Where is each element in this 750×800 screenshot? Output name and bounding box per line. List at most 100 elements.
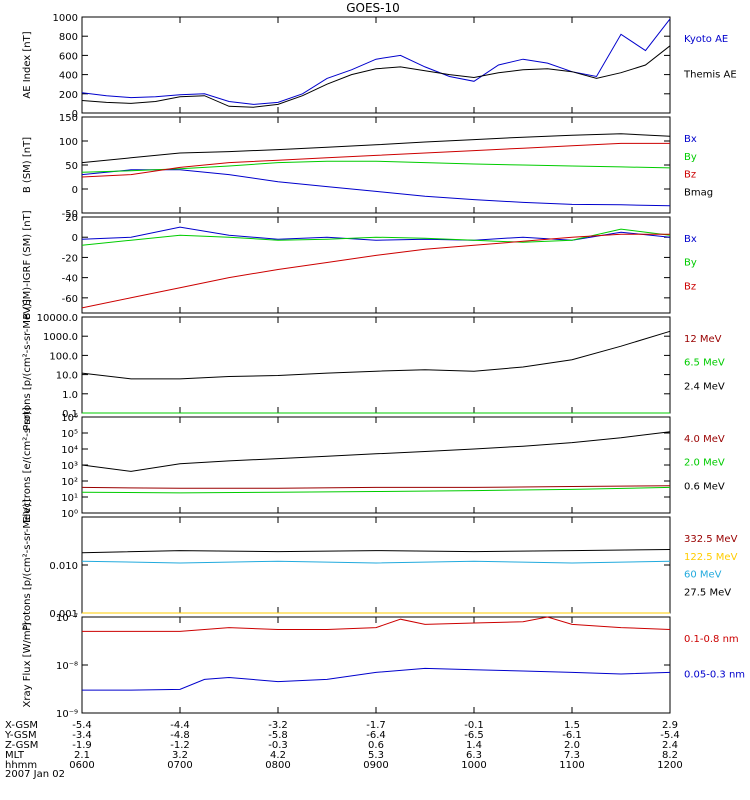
y-axis-label: Electrons [e/(cm²-s-sr)]	[22, 407, 33, 523]
y-tick-label: 1000	[53, 13, 78, 24]
y-tick-label: 0	[72, 233, 78, 244]
figure-title: GOES-10	[346, 1, 400, 15]
y-tick-label: 600	[59, 51, 78, 62]
coord-value: 5.3	[368, 750, 384, 761]
y-tick-label: 100	[59, 137, 78, 148]
series-line	[81, 431, 671, 472]
coord-row-label: hhmm	[5, 760, 37, 771]
coord-value: -1.9	[72, 740, 92, 751]
coord-row-label: X-GSM	[5, 720, 38, 731]
coord-value: -3.2	[268, 720, 288, 731]
y-axis-label: B (SM) [nT]	[22, 137, 33, 193]
panel-frame	[81, 316, 671, 414]
series-line	[81, 45, 671, 108]
series-line	[81, 485, 671, 489]
legend-entry: Bz	[684, 170, 696, 181]
panel-1: 0 200 400 600 800 1000 AE Index [nT] Kyoto AE Th…	[22, 13, 737, 120]
y-tick-label: 0.001	[49, 609, 78, 620]
coord-value: -5.8	[268, 730, 288, 741]
series-line	[81, 133, 671, 164]
series-line	[81, 169, 671, 207]
legend-entry: 2.4 MeV	[684, 381, 725, 392]
series-line	[81, 160, 671, 173]
panel-2: -50 0 50 100 150 B (SM) [nT] Bx By Bz Bmag	[22, 113, 713, 220]
coord-value: -4.4	[170, 720, 190, 731]
series-line	[81, 486, 671, 494]
y-axis-label: Xray Flux [W/m²]	[22, 622, 33, 707]
series-line	[81, 18, 671, 105]
panel-frame	[81, 516, 671, 614]
series-line	[82, 667, 671, 691]
series-line	[81, 330, 671, 380]
y-tick-label: 10²	[61, 477, 78, 488]
y-tick-label: 10⁴	[61, 445, 78, 456]
y-tick-label: 0	[72, 109, 78, 120]
coord-row-label: MLT	[5, 750, 25, 761]
y-axis-label: B (SM)-IGRF (SM) [nT]	[22, 210, 33, 319]
legend-entry: By	[684, 258, 697, 269]
legend-entry: Bx	[684, 134, 697, 145]
coord-value: 6.3	[466, 750, 482, 761]
coord-value: 1100	[559, 760, 584, 771]
coord-value: 8.2	[662, 750, 678, 761]
y-tick-label: 10⁵	[61, 429, 78, 440]
legend-entry: Bx	[684, 234, 697, 245]
coord-value: 2.0	[564, 740, 580, 751]
panel-6: 0.001 0.010 Protons [p/(cm²-s-sr-MeV)] 332.…	[22, 499, 738, 631]
coord-row: hhmm 0600 0700 0800 0900 1000 1100 1200	[5, 760, 683, 771]
y-axis-label: Protons [p/(cm²-s-sr-MeV)]	[22, 299, 33, 431]
legend-entry: 12 MeV	[684, 334, 722, 345]
y-tick-label: 50	[65, 161, 78, 172]
y-tick-label: -60	[62, 294, 78, 305]
date-label: 2007 Jan 02	[5, 769, 65, 780]
coord-value: 0600	[69, 760, 94, 771]
series-line	[81, 233, 670, 309]
y-axis-label: AE Index [nT]	[22, 31, 33, 98]
coord-row: MLT 2.1 3.2 4.2 5.3 6.3 7.3 8.2	[5, 750, 678, 761]
coord-value: 1.5	[564, 720, 580, 731]
y-tick-label: 100.0	[49, 351, 78, 362]
y-tick-label: 10⁻⁸	[56, 661, 78, 672]
coord-row-label: Y-GSM	[4, 730, 37, 741]
series-line	[81, 549, 671, 554]
panel-3: -60 -40 -20 0 20 B (SM)-IGRF (SM) [nT] Bx By Bz	[22, 210, 697, 319]
legend-entry: 27.5 MeV	[684, 587, 731, 598]
y-axis-label: Protons [p/(cm²-s-sr-MeV)]	[22, 499, 33, 631]
coord-value: 0800	[265, 760, 290, 771]
y-tick-label: 10000.0	[37, 313, 78, 324]
legend-entry: 6.5 MeV	[684, 358, 725, 369]
y-tick-label: 10³	[61, 461, 78, 472]
coord-value: 1.4	[466, 740, 482, 751]
series-line	[81, 228, 671, 246]
y-tick-label: 1000.0	[43, 332, 78, 343]
y-tick-label: 20	[65, 213, 78, 224]
panel-7: 10⁻⁹ 10⁻⁸ 10⁻⁷ Xray Flux [W/m²] 0.1-0.8 nm 0.…	[22, 613, 745, 720]
coord-value: -5.4	[660, 730, 680, 741]
y-tick-label: 0.010	[49, 561, 78, 572]
y-tick-label: 1.0	[62, 390, 78, 401]
coord-value: 2.1	[74, 750, 90, 761]
coord-value: -6.4	[366, 730, 386, 741]
coord-value: 2.4	[662, 740, 678, 751]
legend-entry: 2.0 MeV	[684, 458, 725, 469]
y-tick-label: 10.0	[56, 371, 78, 382]
coord-value: 4.2	[270, 750, 286, 761]
legend-entry: Kyoto AE	[684, 34, 728, 45]
y-tick-label: 10⁻⁷	[56, 613, 78, 624]
legend-entry: 4.0 MeV	[684, 434, 725, 445]
legend-entry: 0.1-0.8 nm	[684, 634, 739, 645]
coord-value: 7.3	[564, 750, 580, 761]
legend-entry: 60 MeV	[684, 570, 722, 581]
series-line	[81, 560, 671, 564]
legend-entry: 0.6 MeV	[684, 481, 725, 492]
y-tick-label: -20	[62, 253, 78, 264]
legend-entry: Themis AE	[683, 70, 737, 81]
coord-value: 3.2	[172, 750, 188, 761]
coord-row: X-GSM -5.4 -4.4 -3.2 -1.7 -0.1 1.5 2.9	[5, 720, 678, 731]
panel-frame	[81, 116, 671, 214]
coord-value: 1200	[657, 760, 682, 771]
y-tick-label: 10⁻⁹	[56, 709, 78, 720]
legend-entry: 0.05-0.3 nm	[684, 670, 745, 681]
